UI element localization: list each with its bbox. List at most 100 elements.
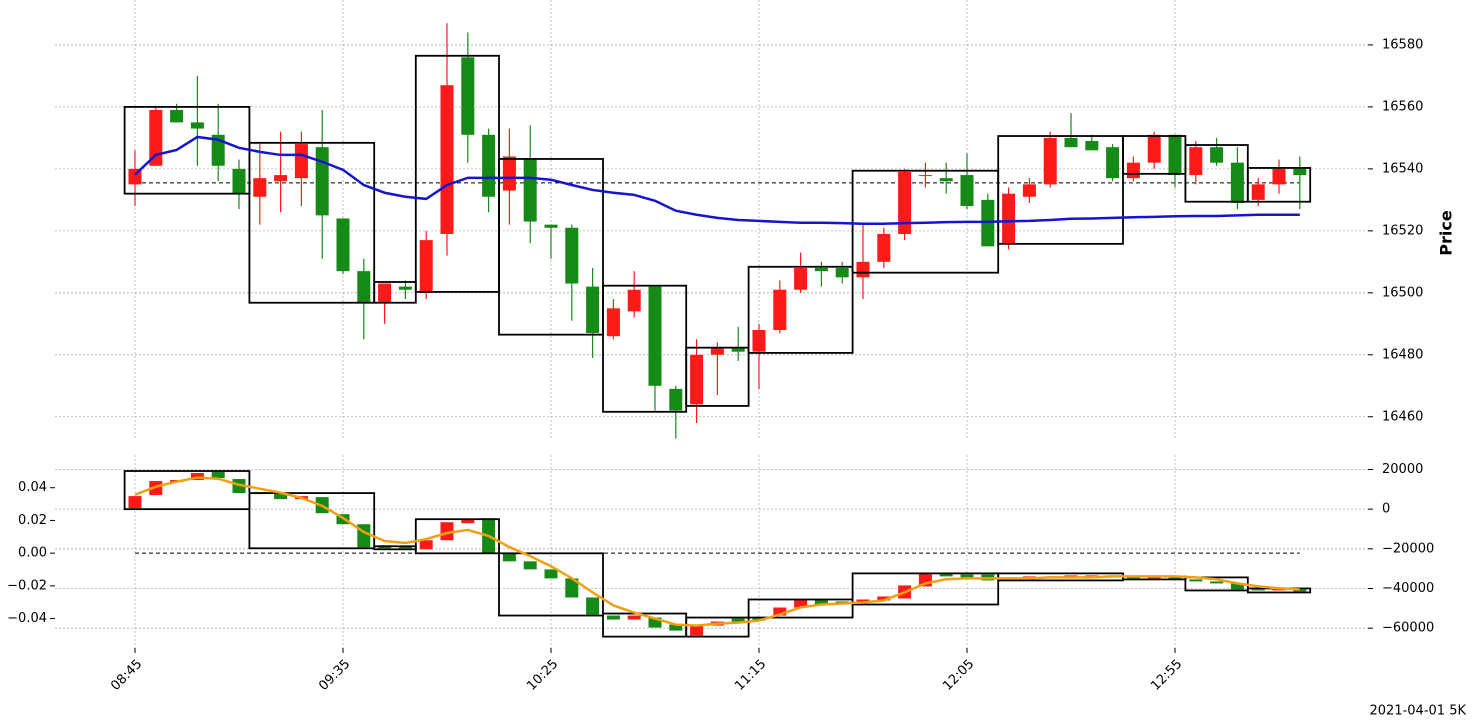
x-tick-label: 12:05 xyxy=(940,657,977,694)
candle-body xyxy=(856,599,870,603)
candle-body xyxy=(461,57,475,135)
candle-body xyxy=(357,271,371,303)
candle-body xyxy=(419,240,433,293)
candle-body xyxy=(1168,134,1182,176)
line-series xyxy=(134,135,1300,225)
candle-body xyxy=(1272,589,1286,591)
candle-body xyxy=(960,574,974,578)
y-tick-label: 0.04 xyxy=(18,480,47,495)
y-axis-label: Price xyxy=(1437,210,1456,256)
candle-body xyxy=(877,596,891,601)
candle-body xyxy=(939,573,953,577)
range-box xyxy=(248,141,376,304)
candle-body xyxy=(1126,577,1140,579)
candle-body xyxy=(274,493,288,500)
candle-body xyxy=(627,615,641,620)
candle-body xyxy=(274,175,288,182)
range-box xyxy=(414,518,500,555)
y-tick-label: 16460 xyxy=(1382,409,1423,424)
candle-body xyxy=(690,354,704,405)
candle-body xyxy=(669,388,683,411)
range-box xyxy=(123,470,251,511)
candle-body xyxy=(856,261,870,278)
y-tick-label: 0.02 xyxy=(18,513,47,528)
y-tick-label: 16580 xyxy=(1382,37,1423,52)
candle-body xyxy=(378,283,392,303)
candle-body xyxy=(648,286,662,386)
candle-body xyxy=(1210,581,1224,584)
candle-body xyxy=(669,624,683,631)
y-tick-label: −20000 xyxy=(1382,541,1434,556)
candle-body xyxy=(1230,162,1244,203)
candle-body xyxy=(1002,193,1016,244)
y-tick-label: 16480 xyxy=(1382,347,1423,362)
candle-body xyxy=(398,546,412,549)
y-tick-label: −60000 xyxy=(1382,621,1434,636)
y-tick-label: −0.02 xyxy=(7,578,47,593)
candle-body xyxy=(606,615,620,620)
candle-body xyxy=(523,561,537,570)
y-tick-label: 16560 xyxy=(1382,99,1423,114)
candle-body xyxy=(1293,168,1307,176)
candle-body xyxy=(1022,576,1036,578)
candle-body xyxy=(502,156,516,191)
range-box xyxy=(248,492,376,550)
candle-body xyxy=(1272,168,1286,185)
y-tick-label: 0 xyxy=(1382,502,1390,517)
candle-body xyxy=(1147,577,1161,579)
candle-body xyxy=(1147,134,1161,163)
x-tick-label: 09:35 xyxy=(316,657,353,694)
range-box xyxy=(498,552,604,617)
candle-body xyxy=(1210,147,1224,163)
candle-body xyxy=(835,268,849,278)
candle-body xyxy=(1043,137,1057,185)
range-box xyxy=(851,572,1000,606)
candle-body xyxy=(1106,147,1120,179)
range-box xyxy=(498,158,604,336)
candle-body xyxy=(1189,147,1203,176)
candle-body xyxy=(149,110,163,166)
candle-body xyxy=(190,122,204,129)
y-tick-label: 16500 xyxy=(1382,285,1423,300)
x-tick-label: 10:25 xyxy=(524,657,561,694)
y-tick-label: 0.00 xyxy=(18,546,47,561)
candle-body xyxy=(627,289,641,312)
candle-body xyxy=(690,624,704,636)
candle-body xyxy=(128,496,142,509)
range-box xyxy=(685,616,750,638)
candle-body xyxy=(398,286,412,290)
candle-body xyxy=(1085,575,1099,577)
candle-body xyxy=(814,599,828,605)
candle-body xyxy=(1293,589,1307,592)
candle-body xyxy=(814,268,828,272)
candle-body xyxy=(752,330,766,352)
candle-body xyxy=(502,553,516,562)
candle-body xyxy=(440,522,454,541)
range-box xyxy=(997,135,1124,245)
candle-body xyxy=(1022,184,1036,197)
candle-body xyxy=(565,227,579,284)
candle-body xyxy=(294,144,308,179)
x-tick-label: 11:15 xyxy=(732,657,769,694)
candle-body xyxy=(794,268,808,290)
candle-body xyxy=(419,540,433,550)
candle-body xyxy=(939,178,953,182)
candle-body xyxy=(586,286,600,334)
candle-body xyxy=(710,348,724,355)
candle-body xyxy=(1189,579,1203,582)
candle-body xyxy=(918,175,932,177)
y-tick-label: 16540 xyxy=(1382,161,1423,176)
range-box xyxy=(685,346,750,407)
candle-body xyxy=(544,224,558,228)
candle-body xyxy=(731,618,745,622)
candle-body xyxy=(731,348,745,352)
candle-body xyxy=(1230,583,1244,590)
candle-body xyxy=(1251,184,1265,200)
y-tick-label: −0.04 xyxy=(7,611,47,626)
candle-body xyxy=(170,110,184,123)
candle-body xyxy=(211,134,225,166)
candle-body xyxy=(253,178,267,197)
range-box xyxy=(747,598,854,619)
line-series xyxy=(134,476,1300,627)
